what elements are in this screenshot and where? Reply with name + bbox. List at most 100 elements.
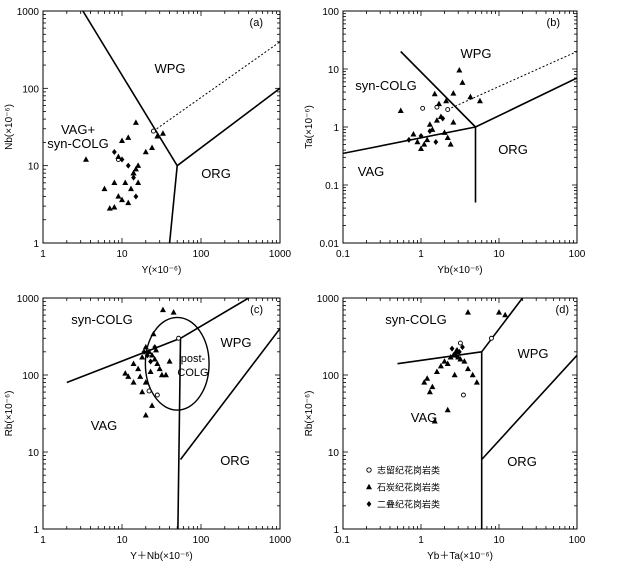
point-triangle bbox=[135, 162, 142, 168]
point-triangle bbox=[433, 117, 440, 123]
y-axis-label: Rb(×10⁻⁶) bbox=[304, 391, 315, 437]
field-label: WPG bbox=[154, 61, 185, 76]
point-triangle bbox=[459, 79, 466, 85]
point-triangle bbox=[476, 97, 483, 104]
point-triangle bbox=[410, 130, 417, 137]
point-triangle bbox=[119, 196, 125, 203]
point-diamond bbox=[418, 132, 424, 139]
boundary-line bbox=[180, 298, 250, 339]
legend-label: 石炭纪花岗岩类 bbox=[377, 482, 440, 493]
point-triangle bbox=[451, 371, 458, 378]
field-label: WPG bbox=[460, 46, 491, 61]
point-triangle bbox=[444, 360, 451, 366]
point-diamond bbox=[440, 115, 446, 122]
field-boundaries bbox=[343, 50, 577, 203]
boundary-line bbox=[481, 298, 524, 353]
axis-ticks bbox=[342, 298, 577, 530]
point-diamond bbox=[460, 344, 465, 351]
point-triangle bbox=[431, 418, 438, 424]
point-circle bbox=[457, 340, 463, 346]
point-circle bbox=[150, 128, 156, 134]
point-triangle bbox=[426, 121, 433, 127]
x-axis-label: Yb(×10⁻⁶) bbox=[437, 265, 482, 276]
boundary-line bbox=[400, 50, 477, 203]
point-triangle bbox=[132, 165, 139, 172]
field-label: ORG bbox=[220, 453, 250, 468]
point-triangle bbox=[149, 402, 156, 408]
data-points bbox=[421, 309, 509, 424]
point-triangle bbox=[147, 368, 154, 375]
point-triangle bbox=[106, 205, 113, 211]
point-triangle bbox=[82, 156, 89, 162]
point-triangle bbox=[467, 93, 474, 100]
field-boundaries bbox=[82, 11, 280, 243]
point-triangle bbox=[119, 137, 125, 143]
y-tick-label: 1000 bbox=[317, 294, 340, 305]
point-triangle bbox=[450, 90, 457, 96]
point-diamond bbox=[141, 348, 147, 355]
point-triangle bbox=[435, 100, 442, 107]
y-tick-label: 100 bbox=[322, 371, 339, 382]
point-triangle bbox=[443, 97, 450, 104]
point-triangle bbox=[135, 179, 142, 186]
point-triangle bbox=[424, 136, 431, 143]
legend-label: 二叠纪花岗岩类 bbox=[377, 499, 440, 510]
dashed-boundary-line bbox=[153, 41, 280, 132]
point-triangle bbox=[115, 193, 122, 199]
x-tick-label: 0.1 bbox=[336, 249, 350, 260]
axis-ticks bbox=[42, 298, 280, 530]
boundary-line bbox=[82, 11, 179, 243]
x-tick-label: 1000 bbox=[269, 535, 292, 546]
point-diamond bbox=[133, 193, 139, 200]
point-triangle bbox=[426, 388, 433, 395]
point-triangle bbox=[139, 353, 146, 360]
point-triangle bbox=[447, 353, 454, 360]
point-triangle bbox=[115, 153, 122, 160]
point-triangle bbox=[135, 365, 142, 372]
point-triangle bbox=[456, 66, 463, 73]
field-label: WPG bbox=[517, 346, 548, 361]
point-diamond bbox=[427, 128, 433, 135]
plot-frame bbox=[342, 297, 578, 530]
x-tick-label: 1 bbox=[40, 535, 46, 546]
y-tick-label: 1000 bbox=[17, 7, 40, 18]
point-triangle bbox=[431, 90, 438, 97]
panel-a: 1 10 100 1000 1 10 100 1000 Y(×10⁻⁶) Nb(×10⁻⁶) WPG… bbox=[4, 7, 292, 276]
point-triangle bbox=[421, 379, 428, 385]
field-label-multiline: post- bbox=[181, 353, 206, 365]
point-circle bbox=[420, 105, 426, 111]
legend-diamond-icon bbox=[366, 501, 372, 507]
x-tick-label: 1 bbox=[418, 535, 424, 546]
point-triangle bbox=[139, 388, 146, 395]
x-axis-label: Y(×10⁻⁶) bbox=[142, 265, 182, 276]
panel-c: 1 10 100 1000 1 10 100 1000 Y＋Nb(×10⁻⁶) Rb(×10⁻⁶)… bbox=[4, 294, 292, 562]
field-label: VAG bbox=[91, 418, 118, 433]
panel-d: 0.1 1 10 1001101001000Yb＋Ta(×10⁻⁶)Rb(×10⁻⁶)… bbox=[304, 294, 586, 562]
point-diamond bbox=[453, 352, 459, 359]
point-triangle bbox=[142, 343, 149, 350]
x-tick-label: 1000 bbox=[269, 249, 292, 260]
point-diamond bbox=[131, 174, 136, 181]
point-triangle bbox=[130, 360, 137, 366]
point-triangle bbox=[162, 371, 169, 378]
point-triangle bbox=[464, 365, 471, 372]
y-tick-label: 100 bbox=[322, 7, 339, 18]
panel-label: (c) bbox=[250, 304, 263, 316]
point-triangle bbox=[154, 360, 161, 366]
data-points bbox=[122, 306, 182, 418]
point-triangle bbox=[429, 383, 436, 390]
point-triangle bbox=[111, 203, 118, 210]
point-triangle bbox=[418, 145, 424, 152]
point-triangle bbox=[469, 371, 476, 378]
y-axis-label: Ta(×10⁻⁶) bbox=[304, 105, 315, 149]
point-triangle bbox=[170, 309, 177, 315]
x-tick-label: 100 bbox=[193, 249, 210, 260]
y-axis-label: Rb(×10⁻⁶) bbox=[4, 391, 15, 437]
point-triangle bbox=[154, 132, 161, 139]
point-diamond bbox=[456, 348, 462, 355]
field-label: ORG bbox=[201, 166, 231, 181]
point-diamond bbox=[148, 358, 153, 365]
boundary-line bbox=[179, 328, 280, 460]
point-circle bbox=[176, 335, 182, 341]
